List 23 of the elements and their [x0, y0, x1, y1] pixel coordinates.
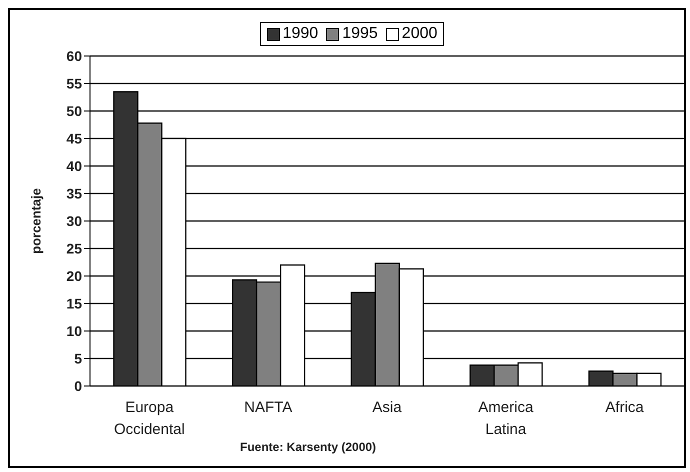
y-tick-label: 15 [66, 295, 82, 312]
legend-label: 2000 [400, 25, 438, 43]
y-tick-label: 35 [66, 185, 82, 202]
y-tick-label: 10 [66, 322, 82, 339]
source-note: Fuente: Karsenty (2000) [240, 440, 376, 454]
x-tick-label: America Latina [478, 399, 534, 438]
legend-label: 1990 [282, 25, 318, 43]
y-tick-label: 45 [66, 130, 82, 146]
x-tick-label: NAFTA [244, 399, 292, 416]
x-tick-label: Asia [372, 399, 402, 416]
y-tick-label: 40 [66, 158, 82, 174]
x-tick-label: Europa Occidental [114, 399, 185, 438]
y-tick-label: 30 [66, 212, 82, 229]
y-axis-title: porcentaje [28, 188, 44, 254]
y-tick-label: 55 [66, 75, 82, 92]
y-tick-label: 5 [74, 350, 82, 366]
legend-label: 1995 [341, 25, 378, 43]
y-tick-label: 25 [66, 240, 82, 256]
y-tick-label: 0 [74, 378, 82, 394]
x-tick-label: Africa [605, 399, 644, 416]
y-tick-label: 60 [66, 48, 82, 64]
y-tick-label: 20 [66, 268, 82, 284]
y-tick-label: 50 [66, 102, 82, 119]
